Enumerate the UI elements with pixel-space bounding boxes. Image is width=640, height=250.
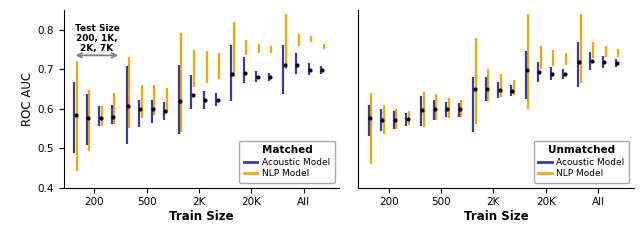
Point	[240, 71, 250, 75]
Point	[429, 108, 440, 112]
Point	[612, 61, 622, 65]
Point	[212, 98, 223, 102]
Point	[175, 99, 185, 103]
Point	[417, 108, 428, 112]
Point	[305, 68, 315, 72]
Point	[599, 60, 609, 64]
Point	[95, 116, 106, 120]
Point	[280, 63, 290, 67]
Point	[442, 108, 452, 112]
Y-axis label: ROC AUC: ROC AUC	[20, 72, 34, 126]
Point	[495, 88, 505, 92]
X-axis label: Train Size: Train Size	[464, 210, 529, 223]
Point	[482, 87, 492, 91]
Point	[108, 114, 118, 118]
Point	[227, 72, 237, 76]
Point	[123, 104, 133, 108]
Point	[455, 108, 465, 112]
Point	[378, 118, 388, 122]
Legend: Acoustic Model, NLP Model: Acoustic Model, NLP Model	[239, 140, 335, 183]
Point	[292, 63, 303, 67]
Point	[83, 116, 93, 120]
Point	[365, 116, 375, 120]
Point	[522, 68, 532, 72]
Point	[470, 87, 480, 91]
Point	[70, 113, 81, 117]
Point	[547, 72, 557, 76]
Point	[587, 59, 597, 63]
Point	[188, 93, 198, 97]
Point	[507, 89, 517, 93]
Point	[161, 108, 171, 112]
Point	[534, 70, 545, 74]
Legend: Acoustic Model, NLP Model: Acoustic Model, NLP Model	[534, 140, 629, 183]
Point	[200, 98, 211, 102]
Text: Test Size
200, 1K,
2K, 7K: Test Size 200, 1K, 2K, 7K	[74, 24, 120, 54]
Point	[559, 72, 570, 76]
Point	[148, 108, 158, 112]
Point	[574, 60, 584, 64]
Point	[403, 117, 413, 121]
Point	[317, 68, 328, 72]
Point	[135, 106, 145, 110]
Point	[252, 75, 262, 79]
Point	[265, 75, 275, 79]
X-axis label: Train Size: Train Size	[169, 210, 234, 223]
Point	[390, 118, 400, 122]
